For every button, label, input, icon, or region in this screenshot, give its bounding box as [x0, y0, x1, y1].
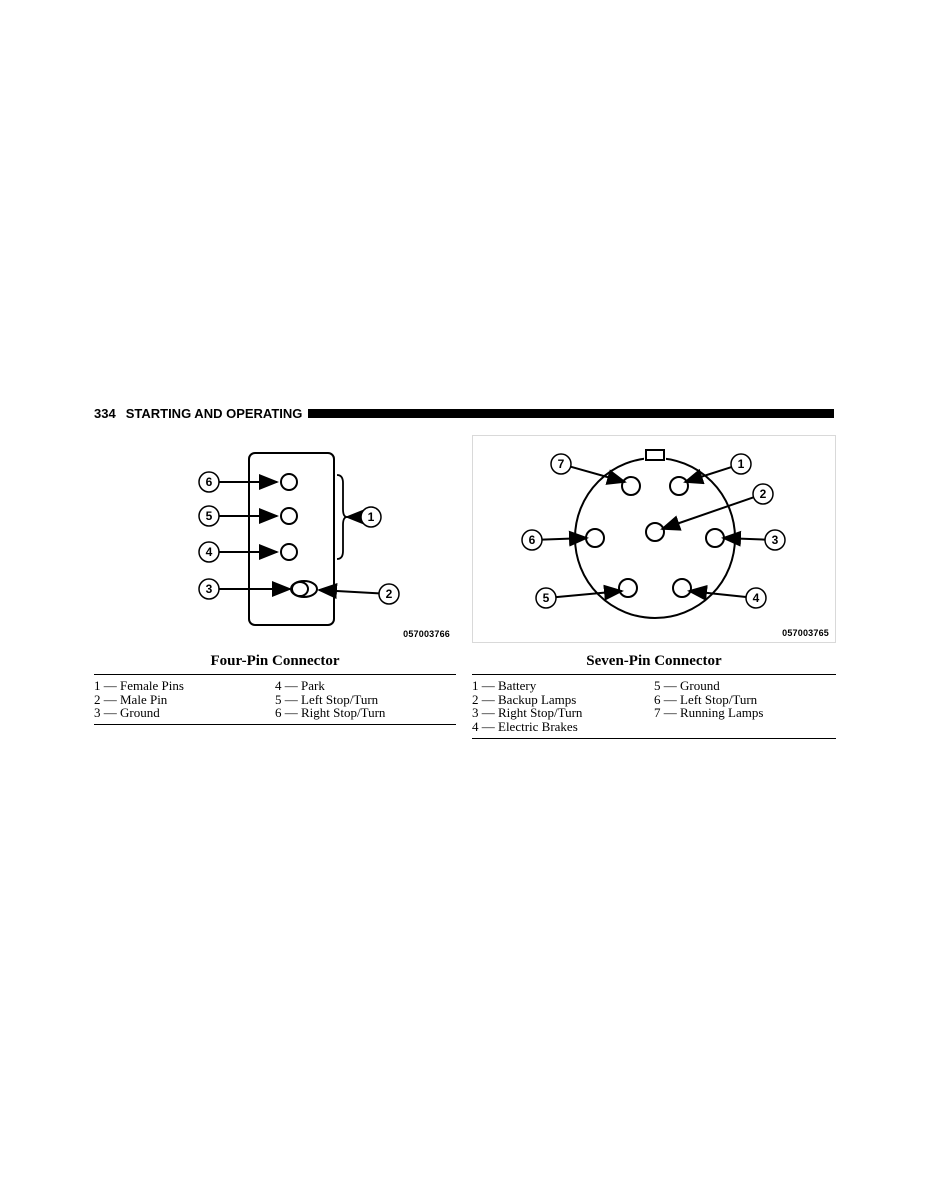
svg-text:6: 6	[529, 533, 536, 547]
four-pin-legend-left: 1 — Female Pins2 — Male Pin3 — Ground	[94, 679, 275, 720]
legend-item: 6 — Left Stop/Turn	[654, 693, 836, 707]
seven-pin-legend-left: 1 — Battery2 — Backup Lamps3 — Right Sto…	[472, 679, 654, 734]
page-content: 334 STARTING AND OPERATING 1 2 3 4 5 6 057003…	[94, 406, 834, 739]
four-pin-figure: 1 2 3 4 5 6 057003766	[94, 435, 456, 643]
svg-text:2: 2	[386, 587, 393, 601]
seven-pin-title: Seven-Pin Connector	[472, 653, 836, 670]
legend-item: 2 — Male Pin	[94, 693, 275, 707]
svg-text:1: 1	[738, 457, 745, 471]
svg-text:4: 4	[753, 591, 760, 605]
svg-text:4: 4	[206, 545, 213, 559]
legend-item: 5 — Left Stop/Turn	[275, 693, 456, 707]
seven-pin-column: 1 2 3 4 5 6 7 057003765 Seven-Pin Connector 1 …	[472, 435, 836, 739]
legend-item: 1 — Female Pins	[94, 679, 275, 693]
four-pin-title: Four-Pin Connector	[94, 653, 456, 670]
figures-row: 1 2 3 4 5 6 057003766 Four-Pin Connector 1 — …	[94, 435, 834, 739]
seven-pin-code: 057003765	[782, 628, 829, 638]
page-number: 334	[94, 406, 116, 421]
section-title: STARTING AND OPERATING	[126, 406, 303, 421]
legend-item: 6 — Right Stop/Turn	[275, 706, 456, 720]
legend-item: 3 — Ground	[94, 706, 275, 720]
svg-text:5: 5	[543, 591, 550, 605]
seven-pin-legend-right: 5 — Ground6 — Left Stop/Turn7 — Running …	[654, 679, 836, 734]
page-header: 334 STARTING AND OPERATING	[94, 406, 834, 421]
legend-item: 4 — Park	[275, 679, 456, 693]
four-pin-diagram: 1 2 3 4 5 6	[94, 435, 456, 643]
svg-text:3: 3	[206, 582, 213, 596]
svg-text:2: 2	[760, 487, 767, 501]
legend-item: 7 — Running Lamps	[654, 706, 836, 720]
seven-pin-figure: 1 2 3 4 5 6 7 057003765	[472, 435, 836, 643]
header-rule	[308, 409, 834, 418]
svg-text:3: 3	[772, 533, 779, 547]
four-pin-code: 057003766	[403, 629, 450, 639]
four-pin-column: 1 2 3 4 5 6 057003766 Four-Pin Connector 1 — …	[94, 435, 456, 739]
four-pin-legend-right: 4 — Park5 — Left Stop/Turn6 — Right Stop…	[275, 679, 456, 720]
four-pin-legend: 1 — Female Pins2 — Male Pin3 — Ground 4 …	[94, 674, 456, 725]
legend-item: 3 — Right Stop/Turn	[472, 706, 654, 720]
legend-item: 5 — Ground	[654, 679, 836, 693]
svg-text:7: 7	[558, 457, 565, 471]
svg-text:1: 1	[368, 510, 375, 524]
seven-pin-diagram: 1 2 3 4 5 6 7	[473, 436, 835, 644]
svg-text:6: 6	[206, 475, 213, 489]
seven-pin-legend: 1 — Battery2 — Backup Lamps3 — Right Sto…	[472, 674, 836, 739]
legend-item: 2 — Backup Lamps	[472, 693, 654, 707]
legend-item: 4 — Electric Brakes	[472, 720, 654, 734]
svg-text:5: 5	[206, 509, 213, 523]
legend-item: 1 — Battery	[472, 679, 654, 693]
